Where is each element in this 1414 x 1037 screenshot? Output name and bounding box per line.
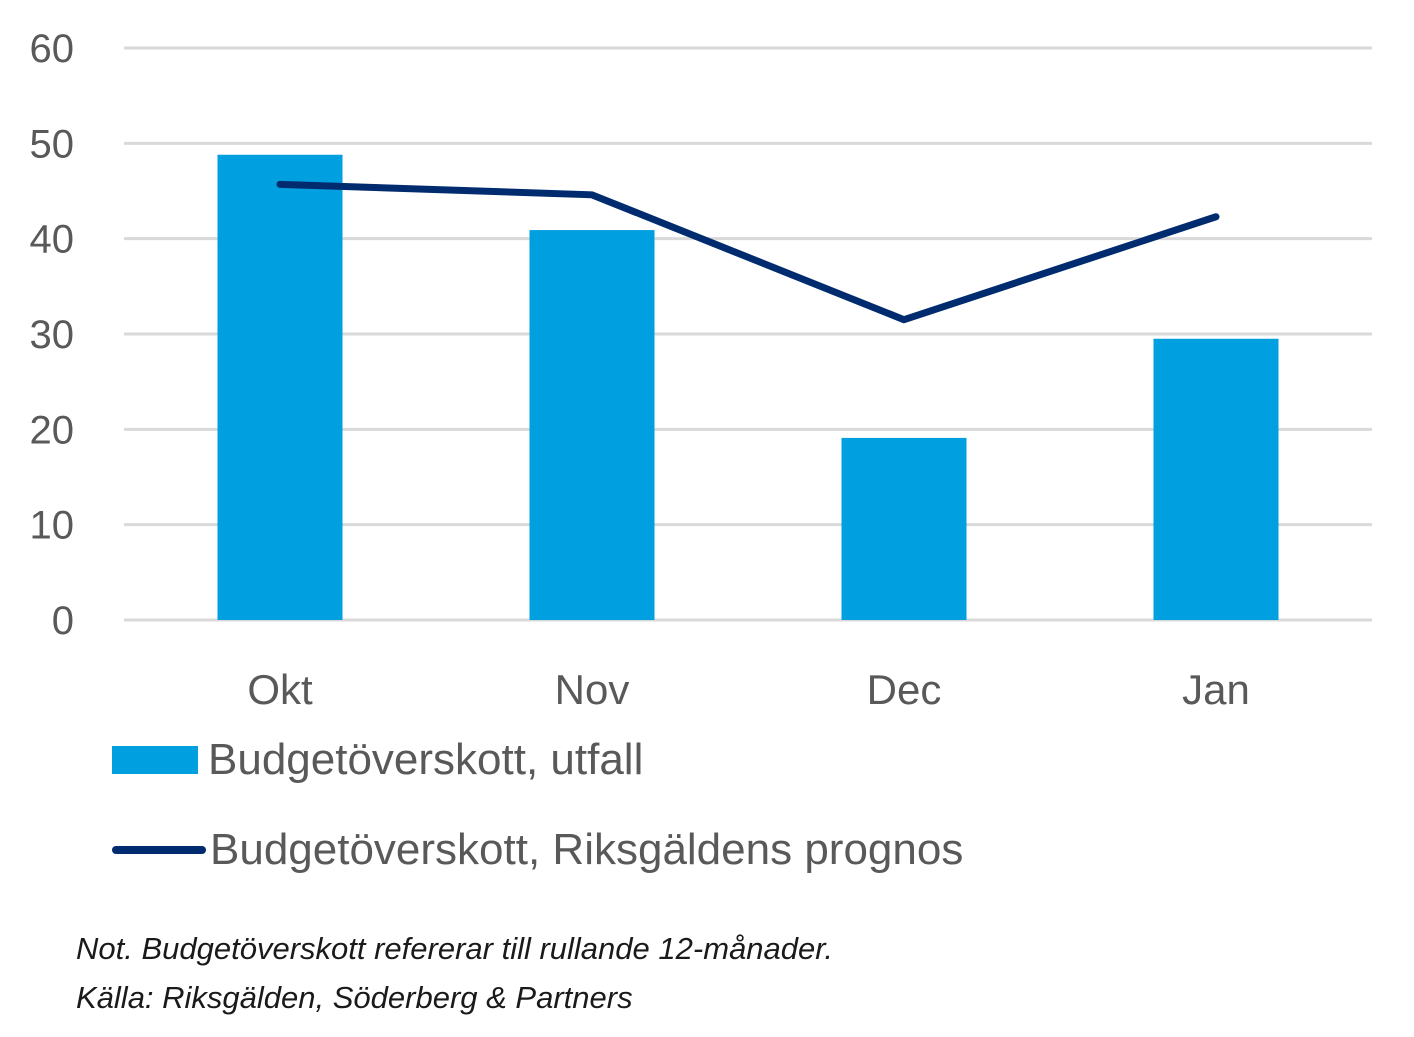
- legend-item-prognos: Budgetöverskott, Riksgäldens prognos: [112, 818, 963, 882]
- x-tick-label-okt: Okt: [247, 666, 313, 713]
- y-tick-label-30: 30: [30, 313, 75, 357]
- note-text: Not. Budgetöverskott refererar till rull…: [76, 931, 834, 966]
- x-tick-label-dec: Dec: [867, 666, 942, 713]
- prognos-line: [276, 180, 1220, 324]
- line-series: [276, 180, 1220, 324]
- x-tick-label-nov: Nov: [555, 666, 630, 713]
- bar-series: [217, 154, 1279, 621]
- legend-label-prognos: Budgetöverskott, Riksgäldens prognos: [210, 825, 964, 874]
- x-axis: Okt Nov Dec Jan: [247, 666, 1250, 713]
- x-tick-label-jan: Jan: [1182, 666, 1250, 713]
- chart: 0 10 20 30 40 50 60 Okt Nov Dec Jan: [30, 27, 1372, 713]
- y-tick-label-20: 20: [30, 408, 75, 452]
- bar-jan: [1153, 338, 1279, 620]
- legend: Budgetöverskott, utfall Budgetöverskott,…: [112, 728, 963, 908]
- legend-line-swatch: [112, 846, 206, 854]
- y-tick-label-40: 40: [30, 218, 75, 262]
- footnotes: Not. Budgetöverskott refererar till rull…: [76, 924, 833, 1022]
- y-axis: 0 10 20 30 40 50 60: [30, 27, 75, 643]
- legend-bar-swatch: [112, 746, 198, 774]
- y-tick-label-60: 60: [30, 27, 75, 71]
- bar-dec: [841, 437, 967, 620]
- bar-nov: [529, 230, 655, 620]
- legend-item-utfall: Budgetöverskott, utfall: [112, 728, 963, 792]
- bar-okt: [217, 154, 343, 621]
- y-tick-label-10: 10: [30, 504, 75, 548]
- legend-label-utfall: Budgetöverskott, utfall: [208, 735, 644, 784]
- y-tick-label-50: 50: [30, 122, 75, 166]
- y-tick-label-0: 0: [52, 599, 74, 643]
- source-text: Källa: Riksgälden, Söderberg & Partners: [76, 980, 633, 1015]
